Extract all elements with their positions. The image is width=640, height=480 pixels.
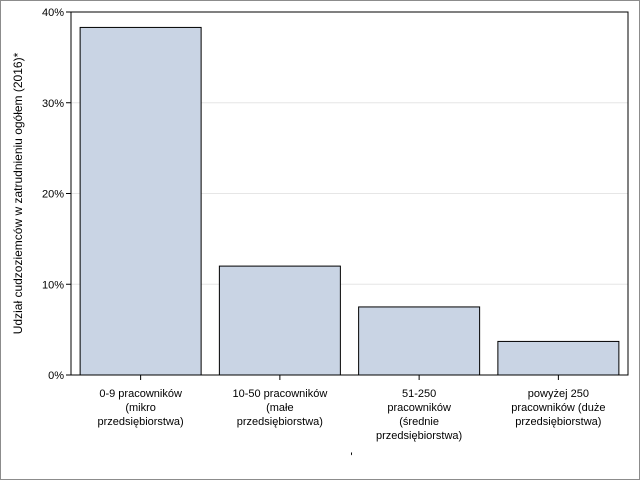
x-category-label-line: (małe xyxy=(266,402,294,414)
x-category-label-line: przedsiębiorstwa) xyxy=(515,416,601,428)
x-category-label-line: (średnie xyxy=(399,416,439,428)
y-tick-label: 0% xyxy=(48,370,64,382)
x-category-label-line: 0-9 pracowników xyxy=(99,388,182,400)
y-tick-label: 40% xyxy=(42,7,64,19)
y-axis-ticks: 0% 10% 20% 30% 40% xyxy=(42,7,71,382)
x-category-label-4: powyżej 250 pracowników (duże przedsiębior… xyxy=(511,388,605,428)
y-tick-label: 10% xyxy=(42,279,64,291)
x-category-label-line: (mikro xyxy=(125,402,156,414)
y-tick-label: 20% xyxy=(42,189,64,201)
x-axis-title: ' xyxy=(350,450,352,464)
y-axis-title: Udział cudzoziemców w zatrudnieniu ogółe… xyxy=(11,52,25,334)
bar-3 xyxy=(358,306,481,376)
x-axis-labels: 0-9 pracowników (mikro przedsiębiorstwa)10… xyxy=(98,375,605,442)
bar-2 xyxy=(218,265,341,376)
bar-1 xyxy=(79,26,202,376)
x-category-label-1: 0-9 pracowników (mikro przedsiębiorstwa) xyxy=(98,388,184,428)
x-category-label-line: pracowników (duże xyxy=(511,402,605,414)
x-category-label-line: pracowników xyxy=(387,402,451,414)
x-category-label-line: przedsiębiorstwa) xyxy=(376,430,462,442)
bar-4 xyxy=(497,340,620,376)
x-category-label-2: 10-50 pracowników (małe przedsiębiorstwa) xyxy=(232,388,327,428)
x-category-label-line: powyżej 250 xyxy=(528,388,589,400)
x-category-label-line: 51-250 xyxy=(402,388,436,400)
x-category-label-line: przedsiębiorstwa) xyxy=(98,416,184,428)
y-tick-label: 30% xyxy=(42,98,64,110)
x-category-label-line: 10-50 pracowników xyxy=(232,388,327,400)
x-category-label-line: przedsiębiorstwa) xyxy=(237,416,323,428)
x-category-label-3: 51-250 pracowników (średnie przedsiębiorstw… xyxy=(376,388,462,442)
